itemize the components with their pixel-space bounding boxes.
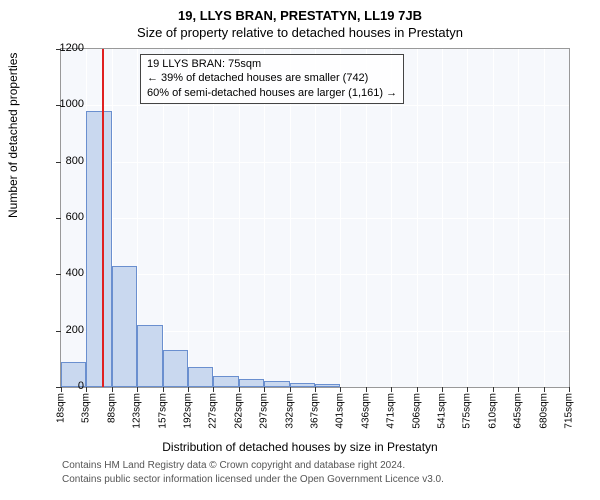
histogram-bar [213, 376, 238, 387]
histogram-bar [239, 379, 264, 387]
info-line-3: 60% of semi-detached houses are larger (… [147, 86, 397, 100]
x-tick-label: 645sqm [513, 393, 524, 429]
chart-container: 19, LLYS BRAN, PRESTATYN, LL19 7JB Size … [0, 0, 600, 500]
x-tick-label: 297sqm [259, 393, 270, 429]
x-tick-label: 715sqm [564, 393, 575, 429]
x-tick-label: 192sqm [183, 393, 194, 429]
grid-line-v [493, 49, 494, 387]
x-tick-label: 123sqm [132, 393, 143, 429]
histogram-bar [112, 266, 137, 387]
x-tick-mark [569, 387, 570, 392]
info-line-1: 19 LLYS BRAN: 75sqm [147, 57, 397, 71]
x-tick-label: 157sqm [157, 393, 168, 429]
x-tick-mark [493, 387, 494, 392]
grid-line-v [544, 49, 545, 387]
y-tick-label: 0 [44, 380, 84, 392]
x-tick-label: 227sqm [208, 393, 219, 429]
x-tick-label: 401sqm [335, 393, 346, 429]
marker-line [102, 49, 104, 387]
grid-line-v [442, 49, 443, 387]
x-tick-mark [163, 387, 164, 392]
x-tick-label: 367sqm [310, 393, 321, 429]
x-tick-label: 610sqm [487, 393, 498, 429]
histogram-bar [315, 384, 340, 387]
x-tick-mark [239, 387, 240, 392]
histogram-bar [137, 325, 162, 387]
y-tick-label: 800 [44, 155, 84, 167]
grid-line-v [467, 49, 468, 387]
x-tick-mark [518, 387, 519, 392]
grid-line-v [417, 49, 418, 387]
y-tick-label: 600 [44, 211, 84, 223]
footer-line-1: Contains HM Land Registry data © Crown c… [62, 460, 582, 471]
chart-title: Size of property relative to detached ho… [0, 23, 600, 40]
x-tick-mark [340, 387, 341, 392]
x-tick-label: 541sqm [437, 393, 448, 429]
x-tick-label: 53sqm [81, 393, 92, 423]
x-tick-mark [137, 387, 138, 392]
info-box: 19 LLYS BRAN: 75sqm ← 39% of detached ho… [140, 54, 404, 104]
x-tick-label: 680sqm [538, 393, 549, 429]
y-tick-label: 1200 [44, 42, 84, 54]
x-tick-label: 88sqm [106, 393, 117, 423]
x-tick-mark [213, 387, 214, 392]
x-tick-label: 18sqm [56, 393, 67, 423]
x-tick-mark [366, 387, 367, 392]
x-tick-label: 506sqm [411, 393, 422, 429]
x-axis-label: Distribution of detached houses by size … [0, 440, 600, 454]
y-tick-label: 200 [44, 324, 84, 336]
x-tick-mark [544, 387, 545, 392]
x-tick-label: 262sqm [233, 393, 244, 429]
y-tick-label: 400 [44, 267, 84, 279]
x-tick-label: 332sqm [284, 393, 295, 429]
page-title: 19, LLYS BRAN, PRESTATYN, LL19 7JB [0, 0, 600, 23]
x-tick-mark [315, 387, 316, 392]
histogram-bar [86, 111, 111, 387]
y-tick-label: 1000 [44, 98, 84, 110]
histogram-bar [188, 367, 213, 387]
chart-area: 18sqm53sqm88sqm123sqm157sqm192sqm227sqm2… [60, 48, 570, 388]
x-tick-mark [442, 387, 443, 392]
x-tick-label: 436sqm [360, 393, 371, 429]
x-tick-label: 471sqm [386, 393, 397, 429]
x-tick-mark [86, 387, 87, 392]
histogram-bar [264, 381, 289, 387]
histogram-bar [163, 350, 188, 387]
x-tick-mark [391, 387, 392, 392]
grid-line-v [518, 49, 519, 387]
y-axis-label: Number of detached properties [6, 53, 20, 218]
x-tick-mark [188, 387, 189, 392]
footer-line-2: Contains public sector information licen… [62, 474, 582, 485]
info-line-2: ← 39% of detached houses are smaller (74… [147, 71, 397, 85]
x-tick-mark [467, 387, 468, 392]
x-tick-mark [290, 387, 291, 392]
x-tick-mark [417, 387, 418, 392]
x-tick-mark [112, 387, 113, 392]
x-tick-label: 575sqm [462, 393, 473, 429]
x-tick-mark [264, 387, 265, 392]
histogram-bar [290, 383, 315, 387]
